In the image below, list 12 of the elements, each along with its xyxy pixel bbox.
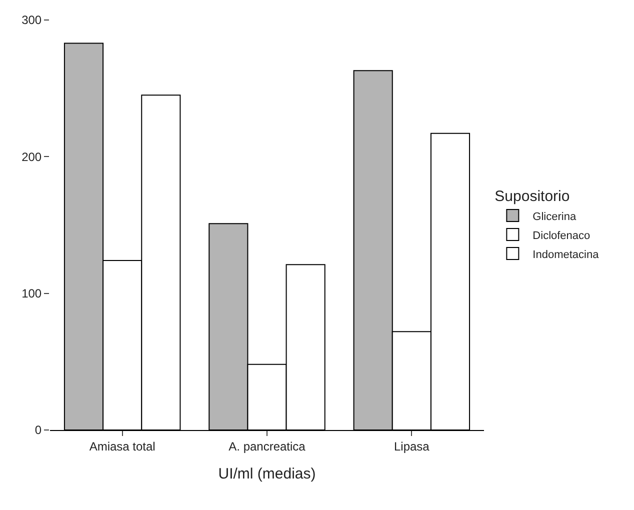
y-tick-label: 0 <box>34 423 42 438</box>
legend-label: Indometacina <box>532 248 600 261</box>
y-tick-label: 200 <box>22 150 42 164</box>
x-tick-label: Lipasa <box>394 439 430 454</box>
x-tick-label: Amiasa total <box>89 439 156 454</box>
y-tick-label: 100 <box>22 286 42 301</box>
y-tick-label: 300 <box>22 13 42 28</box>
x-tick-label: A. pancreatica <box>228 439 306 454</box>
legend-title: Supositorio <box>494 188 570 205</box>
legend-label: Diclofenaco <box>532 230 590 242</box>
legend-label: Glicerina <box>532 210 577 223</box>
x-axis-title: UI/ml (medias) <box>218 465 316 482</box>
